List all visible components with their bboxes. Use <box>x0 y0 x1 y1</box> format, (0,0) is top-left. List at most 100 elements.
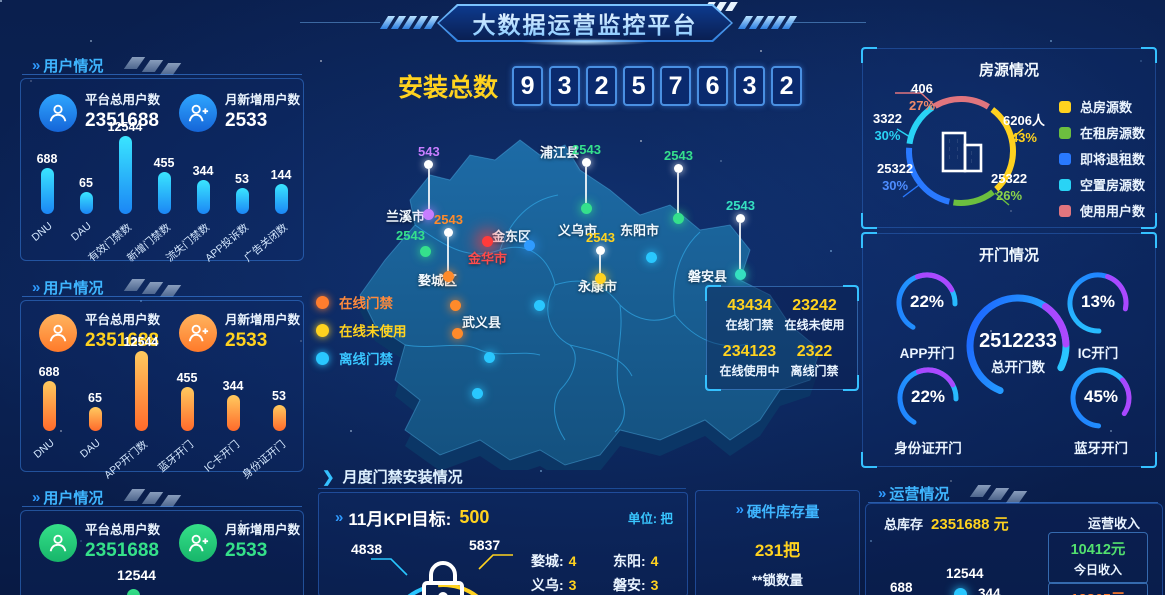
map-pin: 2543 <box>586 230 615 284</box>
bar-column: 53 身份证开门 <box>240 389 288 482</box>
map-pin-value: 2543 <box>396 228 425 243</box>
hardware-lock-label: **锁数量 <box>751 573 803 588</box>
install-count: 磐安: 3 <box>613 577 659 593</box>
stat-label: 平台总用户数 <box>85 523 161 537</box>
map-dot-jinhua <box>482 236 493 247</box>
panel-housing: 房源情况 406 27% <box>861 47 1157 229</box>
map-pin: 2543 <box>726 198 755 280</box>
install-count: 东阳: 4 <box>613 553 659 569</box>
hardware-stock-value: 231把 <box>754 541 801 560</box>
panel-kpi: » 11月KPI目标: 500 单位: 把 4838 5837 婺城: 4 东阳:… <box>318 492 688 595</box>
bar-column: 688 DNU <box>31 365 60 461</box>
bar-column: 12544 有效门禁数 <box>86 120 143 265</box>
revenue-label: 运营收入 <box>1087 516 1140 531</box>
bar-column: 144 广告关闭数 <box>242 168 292 265</box>
install-total: 安装总数 9 3 2 5 7 6 3 2 <box>398 66 803 106</box>
section-header-monthly: ❯ 月度门禁安装情况 <box>322 466 463 487</box>
kpi-value: 500 <box>459 507 490 527</box>
map-dot <box>534 300 545 311</box>
bar-column: 65 DAU <box>69 176 94 244</box>
install-count: 婺城: 4 <box>531 553 577 569</box>
users-orange-bar-chart: 688 DNU 65 DAU 12544 APP开门数 455 蓝牙开门 344 IC卡开… <box>31 329 295 482</box>
chevron-right-icon: » <box>335 509 344 526</box>
panel-users-blue: 平台总用户数 2351688 月新增用户数 2533 688 DNU 65 DAU … <box>20 78 304 265</box>
chevron-right-icon: » <box>735 501 745 518</box>
map-dot <box>452 328 463 339</box>
gauge-total <box>966 294 1070 398</box>
total-opens-value: 2512233 <box>979 330 1057 352</box>
legend-dot-icon <box>316 323 329 337</box>
user-icon <box>39 523 77 562</box>
panel-title: 开门情况 <box>978 247 1039 264</box>
user-icon <box>39 93 77 132</box>
kpi-unit: 单位: 把 <box>627 512 673 526</box>
stat-new-users: 月新增用户数 2533 <box>179 313 300 352</box>
digit-box: 6 <box>697 66 729 106</box>
install-count: 义乌: 3 <box>531 577 577 593</box>
install-total-label: 安装总数 <box>398 74 499 102</box>
digit-box: 2 <box>586 66 618 106</box>
map-city-label: 兰溪市 <box>386 209 426 224</box>
map-city-label: 武义县 <box>462 315 502 330</box>
divider <box>868 502 1158 503</box>
digit-box: 5 <box>623 66 655 106</box>
bar-column: 455 蓝牙开门 <box>156 371 198 475</box>
map-pin: 543 <box>418 144 440 220</box>
slice-callout: 406 27% <box>909 81 936 113</box>
bar-column: 344 IC卡开门 <box>202 379 244 475</box>
digit-box: 2 <box>771 66 803 106</box>
stat-value: 2533 <box>225 539 268 561</box>
map-pin: 2543 <box>572 142 601 214</box>
gauge-bluetooth <box>1070 367 1132 429</box>
map-dot <box>524 240 535 251</box>
divider <box>318 488 686 489</box>
stat-item: 43434 在线门禁 <box>725 297 774 332</box>
stat-item: 2322 离线门禁 <box>790 343 839 378</box>
chevron-right-icon: » <box>878 485 887 502</box>
bar-column: 12544 APP开门数 <box>102 335 159 482</box>
building-icon <box>941 131 983 173</box>
stat-label: 平台总用户数 <box>85 93 161 107</box>
user-icon <box>39 313 77 352</box>
region-map: 浦江县 兰溪市 金东区 义乌市 东阳市 婺城区 金华市 永康市 磐安县 武义县 … <box>300 100 860 481</box>
housing-donut-chart <box>895 92 1024 206</box>
legend-dot-icon <box>316 295 329 309</box>
panel-slants-icon <box>969 485 1028 503</box>
starfield <box>0 0 2 2</box>
map-pin: 2543 <box>664 148 693 224</box>
bar <box>127 589 140 595</box>
panel-door: 开门情况 22% APP开门 13% IC开门 22% 身份证开门 45% 蓝牙… <box>861 232 1157 468</box>
map-city-label: 永康市 <box>578 279 618 294</box>
panel-title: 硬件库存量 <box>746 505 820 521</box>
legend-item: 空置房源数 <box>1059 175 1145 194</box>
arrow-right-icon: ❯ <box>322 468 335 486</box>
map-city-label: 磐安县 <box>688 269 728 284</box>
panel-hardware: » 硬件库存量 231把 **锁数量 321把 <box>695 490 860 595</box>
panel-slants-icon <box>123 489 182 507</box>
divider <box>22 506 302 507</box>
stat-total-users: 平台总用户数 2351688 <box>39 93 160 132</box>
map-dot <box>646 252 657 263</box>
banner-left-stripes-icon <box>379 16 440 29</box>
stat-total-users: 平台总用户数 2351688 <box>39 313 160 352</box>
divider <box>22 74 302 75</box>
deco-line <box>786 22 866 23</box>
page-title: 大数据运营监控平台 <box>473 6 698 40</box>
digit-box: 3 <box>734 66 766 106</box>
chevron-right-icon: » <box>32 279 41 296</box>
kpi-right-value: 5837 <box>469 537 501 553</box>
kpi-left-value: 4838 <box>351 541 383 557</box>
today-income-chip: 10412元 今日收入 <box>1048 532 1148 584</box>
total-stock: 总库存 2351688 元 <box>884 516 1009 533</box>
stat-item: 234123 在线使用中 <box>719 343 780 378</box>
bar-column: 344 流失门禁数 <box>164 164 214 265</box>
panel-title: 房源情况 <box>978 62 1039 79</box>
stat-value: 2533 <box>225 109 268 131</box>
panel-slants-icon <box>123 57 182 75</box>
stat-value: 2351688 <box>85 539 159 561</box>
digit-box: 7 <box>660 66 692 106</box>
starfield <box>0 0 2 2</box>
user-plus-icon <box>179 313 217 352</box>
divider <box>22 296 302 297</box>
gauge-ic <box>1067 272 1129 334</box>
